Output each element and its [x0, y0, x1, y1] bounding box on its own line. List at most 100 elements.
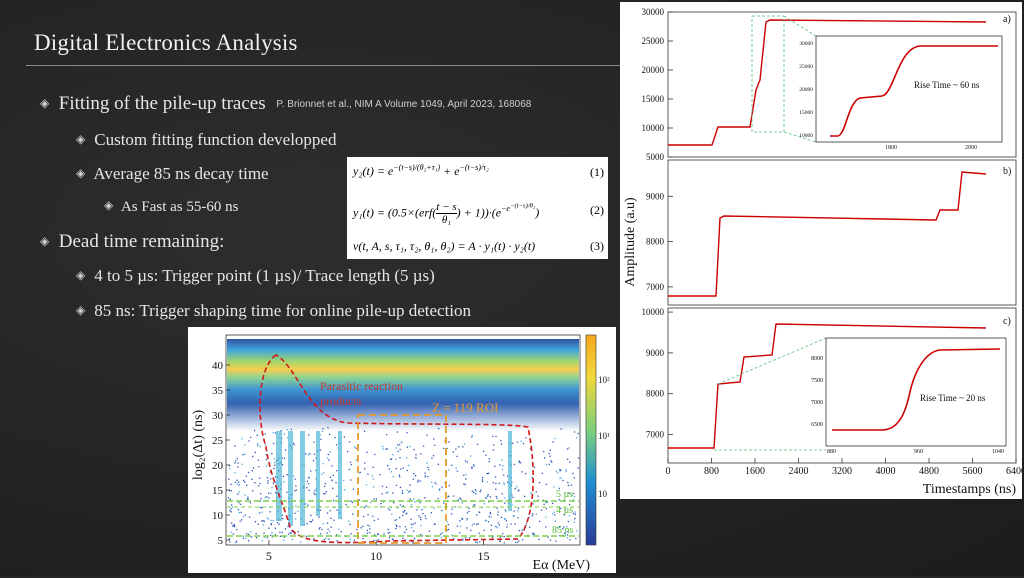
- heatmap-density-point: [330, 526, 332, 528]
- heatmap-density-point: [476, 443, 479, 446]
- trace-y-tick-label: 9000: [646, 348, 665, 358]
- heatmap-svg: Parasitic reaction products Z = 119 ROI …: [191, 334, 610, 573]
- heatmap-density-point: [486, 472, 488, 475]
- heatmap-density-point: [286, 428, 288, 431]
- heatmap-density-point: [281, 531, 283, 534]
- trace-c-inset-xtick-2: 960: [914, 449, 923, 455]
- heatmap-density-point: [430, 512, 432, 514]
- bullet-text: Average 85 ns decay time: [93, 164, 269, 183]
- heatmap-density-point: [446, 529, 448, 531]
- heatmap-density-point: [481, 479, 484, 481]
- heatmap-density-point: [475, 493, 477, 495]
- heatmap-density-point: [295, 485, 297, 487]
- heatmap-density-point: [392, 454, 394, 456]
- heatmap-density-point: [295, 505, 297, 507]
- heatmap-streak: [508, 431, 512, 511]
- trace-a-inset: [815, 35, 1003, 143]
- heatmap-density-point: [404, 531, 406, 533]
- heatmap-density-point: [513, 510, 515, 512]
- heatmap-density-point: [387, 491, 389, 493]
- heatmap-density-point: [495, 495, 497, 498]
- heatmap-density-point: [475, 490, 477, 492]
- heatmap-density-point: [266, 476, 269, 479]
- heatmap-density-point: [343, 489, 346, 491]
- heatmap-density-point: [572, 472, 574, 475]
- heatmap-density-point: [322, 428, 324, 430]
- heatmap-density-point: [267, 492, 270, 494]
- heatmap-density-point: [294, 512, 296, 514]
- heatmap-density-point: [273, 467, 275, 470]
- heatmap-density-point: [283, 539, 285, 541]
- heatmap-density-point: [330, 517, 332, 520]
- heatmap-density-point: [326, 512, 329, 514]
- heatmap-density-point: [267, 518, 269, 520]
- heatmap-density-point: [517, 507, 520, 509]
- heatmap-density-point: [251, 478, 253, 480]
- heatmap-density-point: [444, 482, 446, 484]
- bullet-text: Dead time remaining:: [58, 231, 225, 252]
- heatmap-density-point: [284, 528, 287, 530]
- bullet-fitting: ◈ Fitting of the pile-up traces P. Brion…: [40, 93, 531, 115]
- heatmap-density-point: [366, 529, 369, 532]
- heatmap-density-point: [405, 457, 408, 459]
- heatmap-density-point: [377, 539, 379, 541]
- heatmap-density-point: [463, 483, 465, 485]
- heatmap-density-point: [532, 532, 534, 534]
- heatmap-density-point: [417, 481, 419, 483]
- heatmap-density-point: [486, 481, 488, 483]
- heatmap-density-point: [448, 441, 450, 443]
- heatmap-density-point: [257, 442, 259, 445]
- heatmap-density-point: [345, 503, 347, 506]
- heatmap-density-point: [418, 498, 420, 501]
- heatmap-density-point: [439, 533, 442, 536]
- heatmap-density-point: [517, 517, 519, 519]
- heatmap-density-point: [338, 528, 340, 531]
- heatmap-density-point: [238, 511, 241, 514]
- heatmap-density-point: [281, 463, 284, 466]
- heatmap-density-point: [364, 506, 366, 509]
- heatmap-density-point: [452, 451, 454, 453]
- heatmap-density-point: [455, 467, 457, 469]
- heatmap-density-point: [372, 486, 375, 488]
- trace-c-line: [668, 323, 987, 449]
- heatmap-density-point: [507, 475, 509, 477]
- heatmap-density-point: [238, 491, 240, 493]
- heatmap-density-point: [306, 504, 309, 506]
- heatmap-streak: [300, 431, 305, 526]
- heatmap-density-point: [233, 523, 235, 526]
- heatmap-density-point: [450, 513, 453, 515]
- heatmap-density-point: [236, 479, 238, 481]
- heatmap-density-point: [257, 444, 259, 447]
- trace-b-id: b): [1003, 166, 1011, 177]
- heatmap-density-point: [255, 536, 258, 539]
- heatmap-density-point: [244, 481, 246, 483]
- heatmap-density-point: [374, 453, 376, 456]
- colorbar: [585, 334, 597, 546]
- heatmap-density-point: [506, 481, 509, 483]
- heatmap-density-point: [395, 527, 397, 530]
- heatmap-density-point: [282, 518, 284, 520]
- heatmap-density-point: [373, 539, 375, 542]
- heatmap-density-point: [482, 450, 485, 452]
- heatmap-density-point: [427, 466, 429, 468]
- heatmap-density-point: [364, 462, 366, 464]
- heatmap-density-point: [387, 465, 389, 467]
- trace-a-inset-ytick-1: 10000: [799, 133, 813, 139]
- heatmap-density-point: [283, 536, 286, 538]
- heatmap-density-point: [403, 511, 405, 513]
- heatmap-density-point: [573, 431, 576, 433]
- heatmap-density-point: [490, 524, 493, 526]
- heatmap-density-point: [495, 488, 497, 490]
- heatmap-density-point: [532, 513, 534, 515]
- heatmap-density-point: [257, 459, 260, 461]
- heatmap-density-point: [418, 515, 420, 517]
- heatmap-density-point: [433, 523, 436, 526]
- heatmap-density-point: [463, 474, 465, 476]
- heatmap-density-point: [259, 506, 262, 509]
- trace-a-inset-xtick-1: 1800: [885, 145, 897, 151]
- heatmap-density-point: [276, 521, 279, 524]
- heatmap-density-point: [310, 470, 312, 472]
- heatmap-density-point: [395, 447, 397, 449]
- heatmap-density-point: [260, 497, 262, 500]
- heatmap-density-point: [392, 492, 394, 494]
